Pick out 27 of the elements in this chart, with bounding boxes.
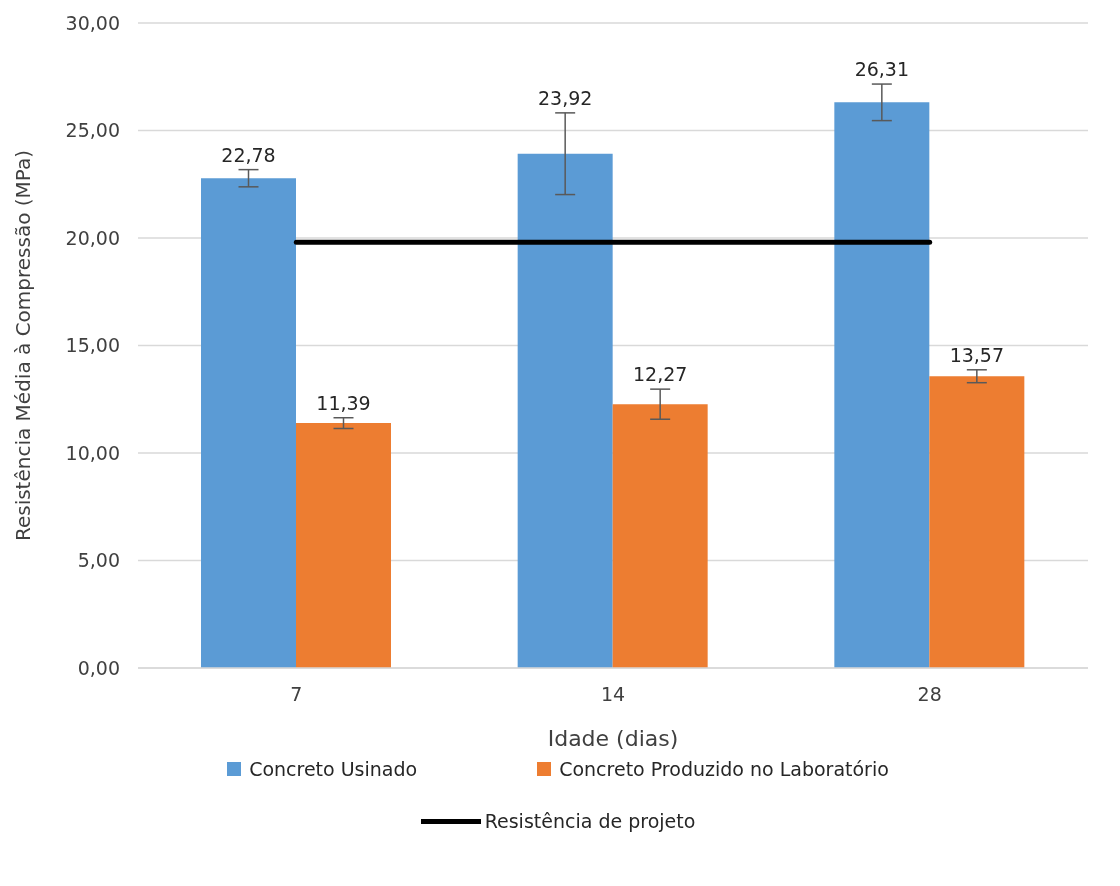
x-tick-label: 7 xyxy=(290,683,303,706)
data-label: 22,78 xyxy=(221,143,276,166)
legend-label: Resistência de projeto xyxy=(484,810,696,832)
x-tick-label: 14 xyxy=(600,683,626,706)
bar xyxy=(201,178,296,668)
legend-label: Concreto Usinado xyxy=(249,758,418,780)
x-axis-title: Idade (dias) xyxy=(547,726,679,751)
bar xyxy=(834,102,930,668)
y-tick-label: 0,00 xyxy=(77,656,120,679)
y-tick-label: 25,00 xyxy=(65,119,120,142)
data-label: 13,57 xyxy=(949,343,1005,366)
bar xyxy=(296,423,391,668)
data-label: 26,31 xyxy=(854,58,910,81)
y-tick-label: 5,00 xyxy=(77,549,120,572)
y-axis-title: Resistência Média à Compressão (MPa) xyxy=(11,149,36,542)
data-label: 23,92 xyxy=(537,86,593,109)
bar xyxy=(612,404,708,668)
x-tick-label: 28 xyxy=(917,683,942,706)
data-label: 11,39 xyxy=(316,391,371,414)
y-tick-label: 15,00 xyxy=(65,334,120,357)
y-tick-label: 30,00 xyxy=(65,11,120,34)
bar xyxy=(929,376,1025,668)
y-tick-label: 20,00 xyxy=(65,226,120,249)
y-tick-label: 10,00 xyxy=(65,441,120,464)
legend-label: Concreto Produzido no Laboratório xyxy=(559,758,889,780)
bar xyxy=(517,153,613,668)
data-label: 12,27 xyxy=(632,363,688,386)
